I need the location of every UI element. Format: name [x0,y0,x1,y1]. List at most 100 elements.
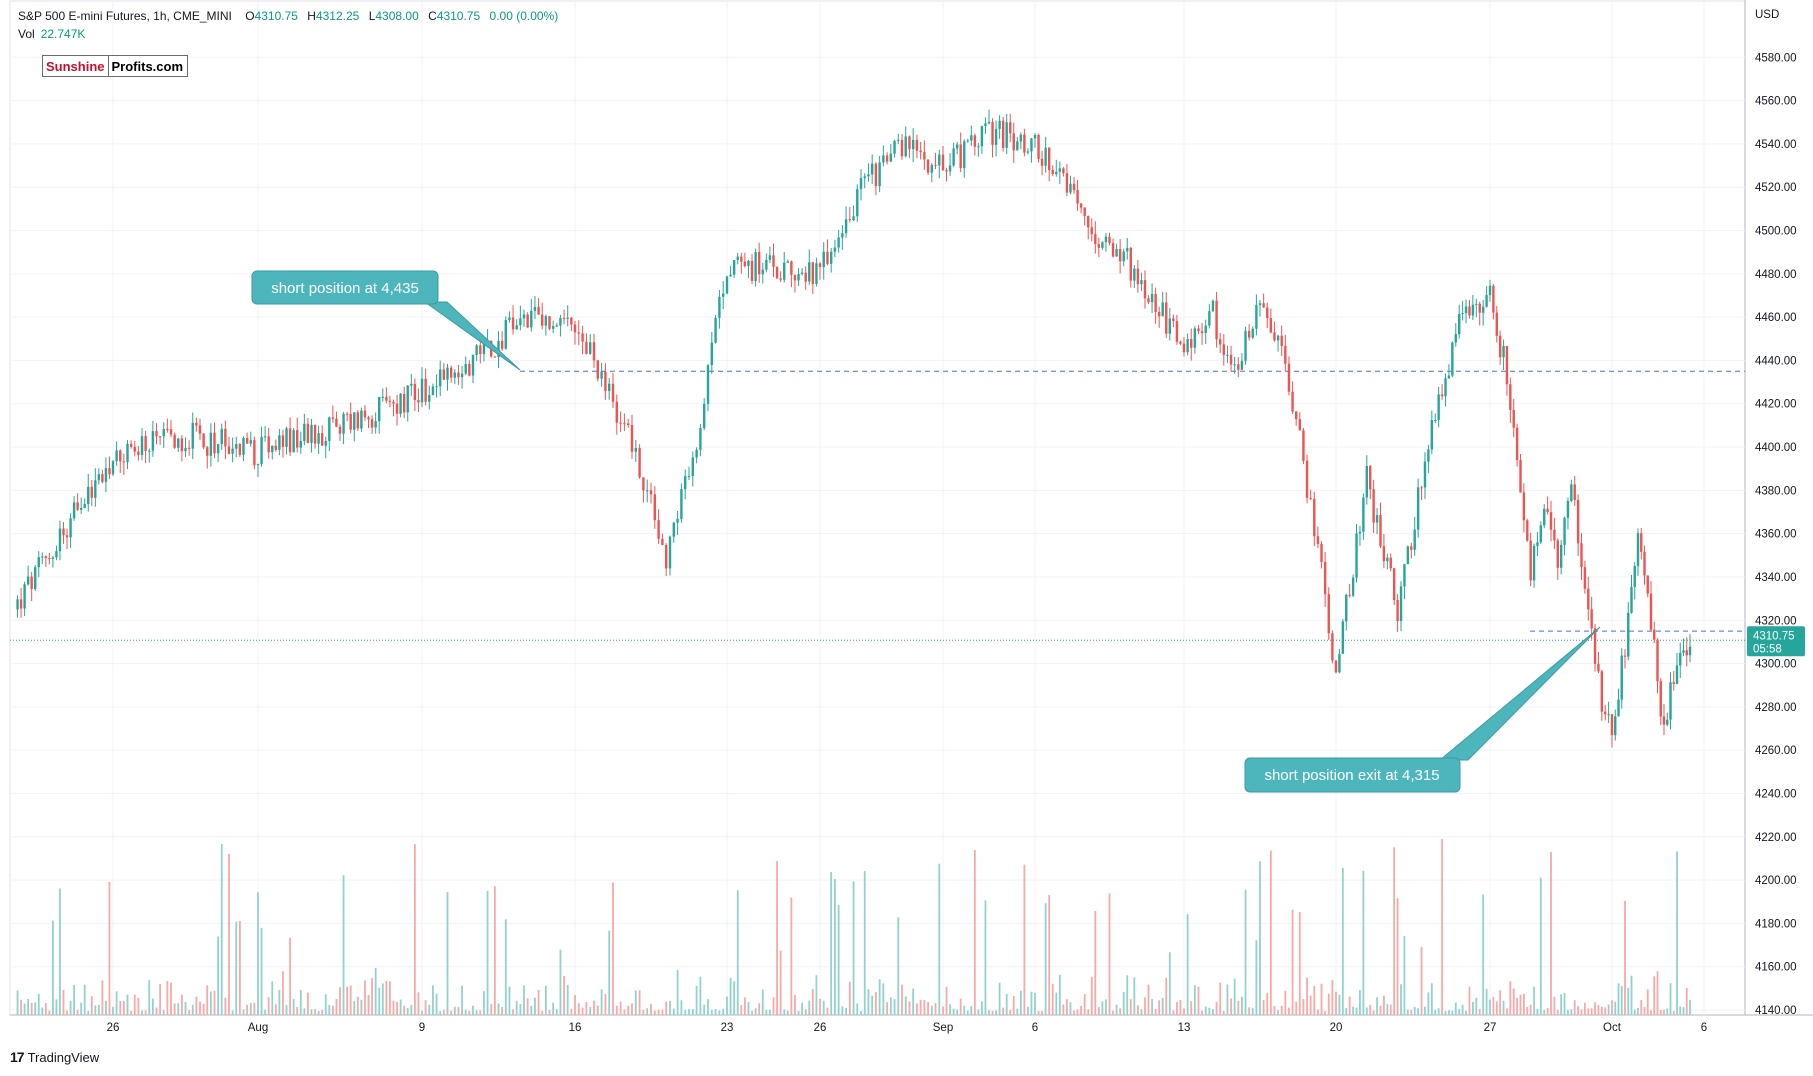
candle-body [1065,173,1069,193]
candle-body [37,557,40,568]
candle-body [1168,318,1172,334]
volume-bar [1023,864,1026,1015]
volume-bar [435,993,438,1015]
volume-bar [1219,982,1222,1015]
candle-body [984,123,987,127]
callouts: short position at 4,435 short position ex… [251,270,1601,793]
candle-body [342,413,345,434]
candle-body [1118,249,1122,262]
candle-body [313,424,317,444]
candle-body [811,262,815,284]
volume-bar [170,982,172,1015]
y-tick-label: 4200.00 [1755,875,1797,887]
volume-bar [1386,1004,1389,1015]
candle-body [1355,533,1358,578]
volume-bar [310,1009,313,1015]
candle-body [1226,354,1229,356]
candle-body [959,144,962,169]
candle-body [360,410,363,429]
volume-bar [453,1006,456,1015]
candle-body [856,189,859,217]
volume-bar [1002,1007,1005,1015]
volume-bar [1179,999,1182,1015]
candle-body [1090,227,1093,235]
volume-bar [680,1000,683,1015]
volume-bar [159,984,162,1015]
candle-body [930,164,934,173]
volume-bar [1573,1000,1576,1015]
volume-bar [577,1003,580,1015]
volume-bar [66,1010,68,1015]
candle-body [1515,427,1519,461]
candle-body [649,490,653,495]
volume-bar [274,1004,277,1015]
candle-body [1553,529,1556,541]
volume-bar [55,999,58,1015]
volume-bar [981,1001,983,1015]
candle-body [589,342,592,354]
volume-bar [1617,983,1620,1015]
candle-body [750,260,754,281]
candle-body [566,317,569,319]
volume-bar [1016,1008,1019,1015]
volume-bar [1410,1009,1413,1015]
candle-body [1526,520,1529,541]
candle-body [1266,307,1269,319]
candle-body [285,428,288,447]
volume-bar [593,1000,595,1015]
volume-bar [1273,1006,1276,1015]
volume-bar [87,1010,90,1015]
volume-bar [1129,999,1132,1015]
volume-bar [729,977,732,1015]
candle-body [530,310,533,328]
candle-body [1247,331,1251,338]
candle-body [1291,391,1294,412]
volume-bar [184,1002,187,1015]
candle-body [808,262,811,282]
entry-callout-box [251,270,439,305]
candle-body [573,324,577,333]
volume-bar [794,994,796,1015]
volume-bar [934,1003,937,1015]
volume-bar [1417,1008,1420,1015]
candle-body [140,436,144,455]
volume-bar [991,1010,994,1015]
volume-bar [722,1008,725,1015]
volume-bar [1317,1009,1319,1015]
open-label: O [245,9,255,23]
volume-bar [1630,975,1633,1015]
candle-body [904,136,907,157]
volume-bar [299,990,302,1015]
volume-bar [504,919,507,1015]
candle-body [1451,342,1454,376]
volume-bar [1454,1002,1457,1015]
volume-bar [684,1010,687,1015]
volume-bar [446,891,449,1015]
candle-body [627,423,630,425]
tradingview-label: TradingView [27,1049,100,1065]
volume-bar [51,920,54,1015]
volume-bar [733,981,736,1015]
candle-body [533,306,537,311]
candle-body [1413,529,1416,550]
volume-bar [669,1000,671,1015]
candle-body [870,163,874,175]
candle-body [1140,280,1143,285]
candle-body [1604,711,1607,715]
candle-body [515,325,518,330]
volume-bar [1448,1010,1450,1015]
volume-bar [945,986,948,1015]
volume-bar [1288,1007,1290,1015]
volume-bar [346,986,349,1015]
volume-bar [604,994,607,1015]
volume-bar [217,936,220,1015]
low-label: L [368,9,376,23]
candle-body [775,266,779,279]
volume-bar [1094,910,1097,1015]
candle-body [274,445,278,450]
candle-body [1294,411,1298,420]
tradingview-brand[interactable]: 17 TradingView [10,1049,99,1065]
candle-body [519,318,522,326]
